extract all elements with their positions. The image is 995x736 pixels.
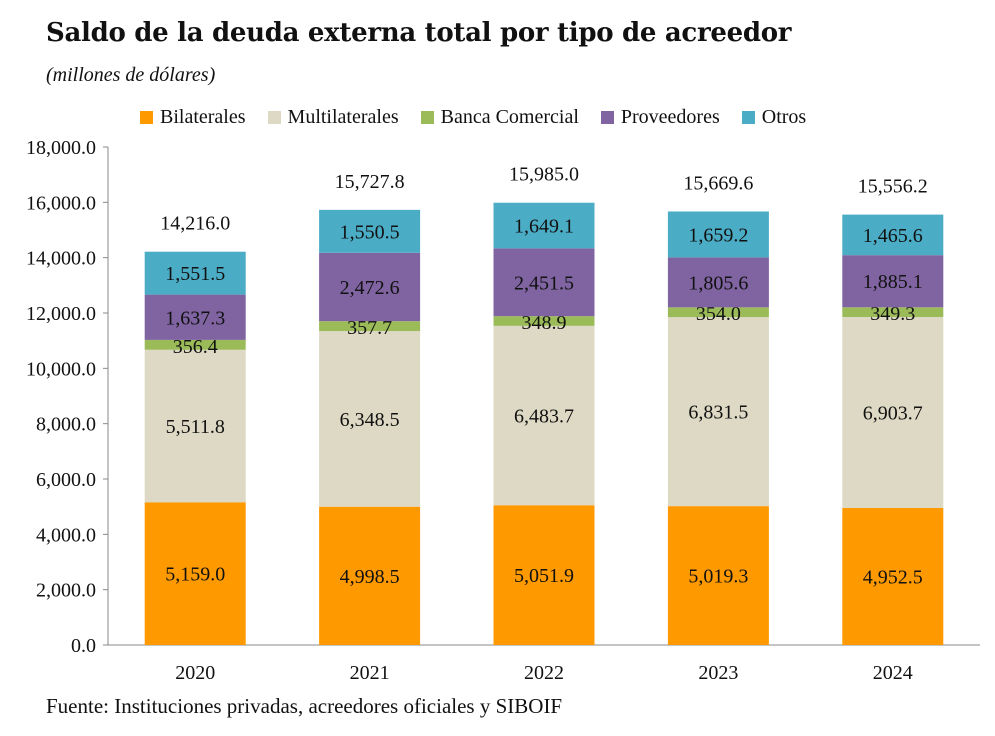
- data-label: 6,903.7: [863, 402, 923, 424]
- source-note: Fuente: Instituciones privadas, acreedor…: [46, 694, 563, 718]
- bar-segment: [493, 325, 595, 506]
- bar-segment: [667, 317, 769, 507]
- data-label: 1,805.6: [688, 272, 748, 294]
- bar-segment: [667, 506, 769, 645]
- legend-item: Banca Comercial: [420, 106, 579, 129]
- total-label: 15,727.8: [335, 171, 405, 193]
- data-label: 349.3: [870, 303, 915, 325]
- x-tick-label: 2023: [698, 662, 738, 684]
- data-label: 4,952.5: [863, 566, 923, 588]
- legend-swatch: [267, 111, 281, 124]
- bar-segment: [842, 507, 944, 645]
- data-label: 1,637.3: [165, 307, 225, 329]
- total-label: 14,216.0: [160, 213, 230, 235]
- bar-segment: [493, 316, 595, 326]
- x-tick-label: 2021: [350, 662, 390, 684]
- data-label: 2,472.6: [340, 277, 400, 299]
- bar-segment: [144, 502, 246, 645]
- bar-segment: [144, 339, 246, 350]
- total-label: 15,556.2: [858, 176, 928, 198]
- data-label: 357.7: [347, 317, 392, 339]
- bar-segment: [319, 209, 421, 253]
- legend-item: Proveedores: [600, 106, 720, 129]
- data-label: 4,998.5: [340, 566, 400, 588]
- bar-segment: [667, 307, 769, 318]
- data-label: 6,483.7: [514, 406, 574, 428]
- data-label: 356.4: [173, 336, 218, 358]
- y-tick-label: 18,000.0: [26, 137, 96, 159]
- data-label: 6,831.5: [688, 402, 748, 424]
- data-label: 1,550.5: [340, 221, 400, 243]
- y-tick-label: 0.0: [71, 635, 96, 657]
- legend: Bilaterales Multilaterales Banca Comercial…: [140, 106, 806, 129]
- x-tick-label: 2020: [175, 662, 215, 684]
- chart-subtitle: (millones de dólares): [46, 64, 216, 86]
- data-label: 5,159.0: [165, 564, 225, 586]
- bar-segment: [144, 251, 246, 295]
- y-tick-label: 16,000.0: [26, 192, 96, 214]
- bar-segment: [667, 257, 769, 308]
- y-tick-label: 14,000.0: [26, 248, 96, 270]
- bar-segment: [493, 202, 595, 249]
- bar-segment: [319, 321, 421, 332]
- data-label: 1,659.2: [688, 224, 748, 246]
- y-tick-label: 6,000.0: [36, 469, 96, 491]
- y-tick-label: 2,000.0: [36, 580, 96, 602]
- legend-swatch: [140, 111, 153, 124]
- bar-segment: [842, 307, 944, 317]
- legend-item: Otros: [741, 106, 807, 129]
- data-label: 5,051.9: [514, 565, 574, 587]
- y-tick-label: 10,000.0: [26, 358, 96, 380]
- data-label: 348.9: [522, 312, 567, 334]
- bar-segment: [144, 349, 246, 503]
- y-tick-label: 8,000.0: [36, 414, 96, 436]
- bar-segment: [493, 248, 595, 317]
- x-tick-label: 2022: [524, 662, 564, 684]
- data-label: 1,649.1: [514, 216, 574, 238]
- total-label: 15,669.6: [683, 172, 753, 194]
- bar-segment: [667, 211, 769, 258]
- data-label: 1,551.5: [165, 263, 225, 285]
- legend-swatch: [741, 111, 755, 124]
- legend-label: Multilaterales: [287, 106, 399, 128]
- legend-swatch: [420, 111, 434, 124]
- total-label: 15,985.0: [509, 164, 579, 186]
- y-tick-label: 4,000.0: [36, 524, 96, 546]
- data-label: 2,451.5: [514, 272, 574, 294]
- data-label: 5,019.3: [688, 566, 748, 588]
- bar-segment: [319, 252, 421, 322]
- legend-label: Banca Comercial: [440, 106, 579, 128]
- legend-label: Proveedores: [620, 106, 720, 128]
- data-label: 6,348.5: [340, 409, 400, 431]
- y-tick-label: 12,000.0: [26, 303, 96, 325]
- data-label: 354.0: [696, 303, 741, 325]
- bar-segment: [842, 255, 944, 308]
- legend-label: Bilaterales: [160, 106, 246, 128]
- bar-segment: [842, 214, 944, 256]
- x-tick-label: 2024: [873, 662, 913, 684]
- legend-swatch: [600, 111, 614, 124]
- data-label: 5,511.8: [166, 416, 225, 438]
- chart-title: Saldo de la deuda externa total por tipo…: [46, 18, 792, 48]
- bar-segment: [319, 506, 421, 645]
- legend-item: Multilaterales: [267, 106, 399, 129]
- bar-segment: [493, 505, 595, 645]
- data-label: 1,885.1: [863, 271, 923, 293]
- bar-segment: [144, 294, 246, 340]
- legend-label: Otros: [761, 106, 807, 128]
- legend-item: Bilaterales: [140, 106, 246, 129]
- data-label: 1,465.6: [863, 225, 923, 247]
- bar-segment: [319, 331, 421, 507]
- bar-segment: [842, 316, 944, 508]
